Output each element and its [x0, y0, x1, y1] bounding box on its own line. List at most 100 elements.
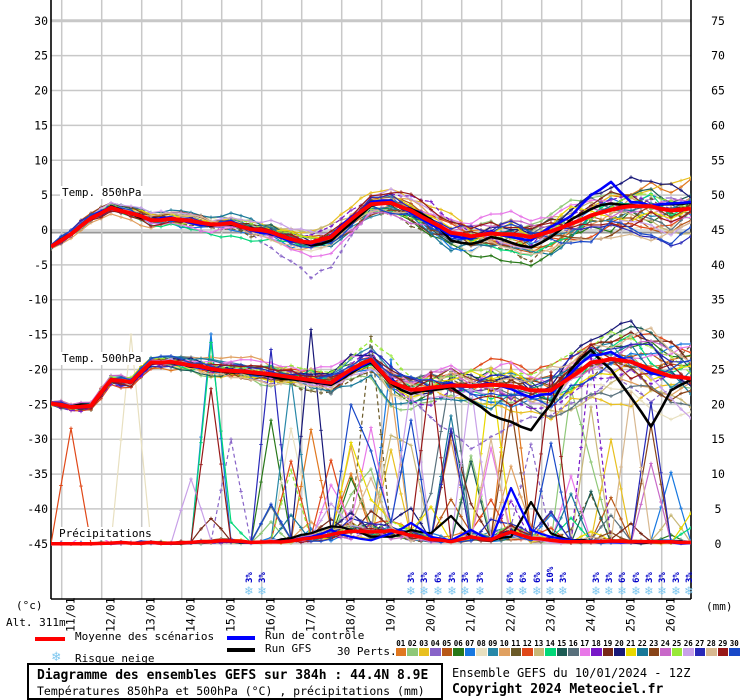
date-label: 16/01 — [264, 597, 278, 632]
right-tick-label: 50 — [711, 188, 725, 202]
pert-swatch — [660, 648, 671, 656]
pert-swatch — [729, 648, 740, 656]
pert-number: 07 — [465, 639, 475, 648]
pert-cell: 04 — [430, 639, 442, 656]
left-tick-label: 15 — [34, 118, 48, 132]
left-tick-label: -35 — [27, 467, 48, 481]
band-label-500: Temp. 500hPa — [60, 352, 144, 365]
diagram-subtitle: Températures 850hPa et 500hPa (°C) , pré… — [37, 684, 425, 698]
mean-line-850 — [51, 200, 691, 249]
pert-swatch — [671, 648, 682, 656]
date-label: 24/01 — [584, 597, 598, 632]
pert-number: 17 — [580, 639, 590, 648]
pert-cell: 09 — [487, 639, 499, 656]
date-label: 23/01 — [544, 597, 558, 632]
snowflake-icon: ❄ — [604, 584, 613, 599]
left-tick-label: -5 — [34, 258, 48, 272]
pert-cell: 13 — [533, 639, 545, 656]
snowflake-icon: ❄ — [406, 584, 415, 599]
right-tick-label: 75 — [711, 14, 725, 28]
legend-mean-swatch — [35, 637, 65, 641]
date-label: 13/01 — [144, 597, 158, 632]
pert-cell: 22 — [637, 639, 649, 656]
pert-swatch — [602, 648, 613, 656]
pert-cell: 23 — [648, 639, 660, 656]
legend-snow-label: Risque neige — [75, 652, 155, 665]
snow-percent-label: 3% — [448, 572, 458, 583]
pert-swatch — [568, 648, 579, 656]
pert-number: 20 — [614, 639, 624, 648]
pert-number: 14 — [545, 639, 555, 648]
pert-swatch — [683, 648, 694, 656]
pert-cell: 12 — [522, 639, 534, 656]
left-axis-unit: (°c) — [16, 599, 43, 612]
snow-percent-label: 3% — [559, 572, 569, 583]
pert-swatch — [556, 648, 567, 656]
snowflake-icon: ❄ — [419, 584, 428, 599]
date-label: 11/01 — [64, 597, 78, 632]
snow-percent-label: 3% — [672, 572, 682, 583]
snow-percent-label: 6% — [533, 572, 543, 583]
left-tick-label: 20 — [34, 84, 48, 98]
pert-swatch — [533, 648, 544, 656]
pert-swatch — [579, 648, 590, 656]
right-tick-label: 25 — [711, 362, 725, 376]
date-label: 15/01 — [224, 597, 238, 632]
pert-cell: 30 — [729, 639, 740, 656]
pert-number: 02 — [407, 639, 417, 648]
pert-cell: 25 — [671, 639, 683, 656]
altitude-label: Alt. 311m — [6, 616, 66, 629]
pert-cell: 15 — [556, 639, 568, 656]
snowflake-icon: ❄ — [505, 584, 514, 599]
pert-cell: 24 — [660, 639, 672, 656]
right-tick-label: 35 — [711, 293, 725, 307]
pert-swatch — [407, 648, 418, 656]
date-label: 12/01 — [104, 597, 118, 632]
snow-percent-label: 3% — [592, 572, 602, 583]
pert-number: 04 — [430, 639, 440, 648]
legend-perts-label: 30 Perts. — [337, 645, 397, 658]
pert-number: 21 — [626, 639, 636, 648]
copyright: Copyright 2024 Meteociel.fr — [452, 682, 664, 697]
pert-cell: 16 — [568, 639, 580, 656]
pert-cell: 05 — [441, 639, 453, 656]
pert-cell: 07 — [464, 639, 476, 656]
snowflake-icon: ❄ — [447, 584, 456, 599]
date-label: 19/01 — [384, 597, 398, 632]
pert-number: 09 — [488, 639, 498, 648]
left-tick-label: 5 — [41, 188, 48, 202]
snowflake-icon: ❄ — [657, 584, 666, 599]
date-label: 26/01 — [664, 597, 678, 632]
snowflake-icon: ❄ — [591, 584, 600, 599]
pert-cell: 20 — [614, 639, 626, 656]
member-line-precip-markers — [51, 369, 691, 546]
snow-percent-label: 6% — [506, 572, 516, 583]
right-tick-label: 30 — [711, 328, 725, 342]
snow-percent-label: 6% — [519, 572, 529, 583]
right-tick-label: 15 — [711, 432, 725, 446]
pert-swatch — [522, 648, 533, 656]
date-label: 20/01 — [424, 597, 438, 632]
snow-percent-label: 3% — [658, 572, 668, 583]
snowflake-icon: ❄ — [518, 584, 527, 599]
snowflake-icon: ❄ — [244, 584, 253, 599]
snowflake-icon: ❄ — [684, 584, 693, 599]
pert-number: 18 — [591, 639, 601, 648]
snowflake-icon: ❄ — [532, 584, 541, 599]
pert-swatch — [648, 648, 659, 656]
pert-swatch — [453, 648, 464, 656]
pert-cell: 19 — [602, 639, 614, 656]
pert-number: 25 — [672, 639, 682, 648]
date-label: 25/01 — [624, 597, 638, 632]
member-line-precip — [51, 363, 691, 545]
pert-swatch — [395, 648, 406, 656]
snow-percent-label: 3% — [476, 572, 486, 583]
pert-number: 11 — [511, 639, 521, 648]
date-label: 21/01 — [464, 597, 478, 632]
pert-cell: 29 — [717, 639, 729, 656]
snowflake-icon: ❄ — [631, 584, 640, 599]
pert-cell: 27 — [694, 639, 706, 656]
pert-swatch — [717, 648, 728, 656]
mean-line-500 — [51, 357, 691, 410]
